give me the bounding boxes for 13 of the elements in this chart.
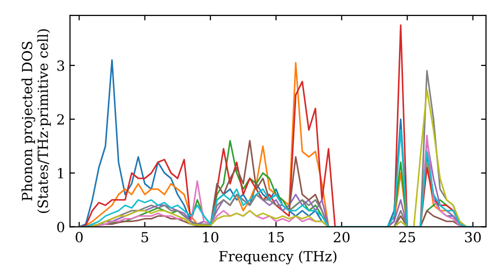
x-axis-title: Frequency (THz)	[219, 250, 336, 264]
x-tick-label: 25	[399, 232, 416, 242]
x-tick-label: 15	[268, 232, 284, 242]
y-tick-label: 0	[57, 222, 64, 232]
x-tick-label: 0	[76, 232, 83, 242]
x-tick-label: 20	[334, 232, 350, 242]
x-tick-label: 10	[203, 232, 218, 242]
x-tick-label: 5	[142, 232, 148, 242]
x-tick-label: 30	[465, 232, 481, 242]
y-tick-label: 3	[57, 60, 64, 71]
y-axis-title: Phonon projected DOS (States/THz·primitive cell)	[22, 29, 51, 213]
y-tick-label: 2	[57, 114, 64, 124]
y-tick-label: 1	[58, 168, 64, 178]
